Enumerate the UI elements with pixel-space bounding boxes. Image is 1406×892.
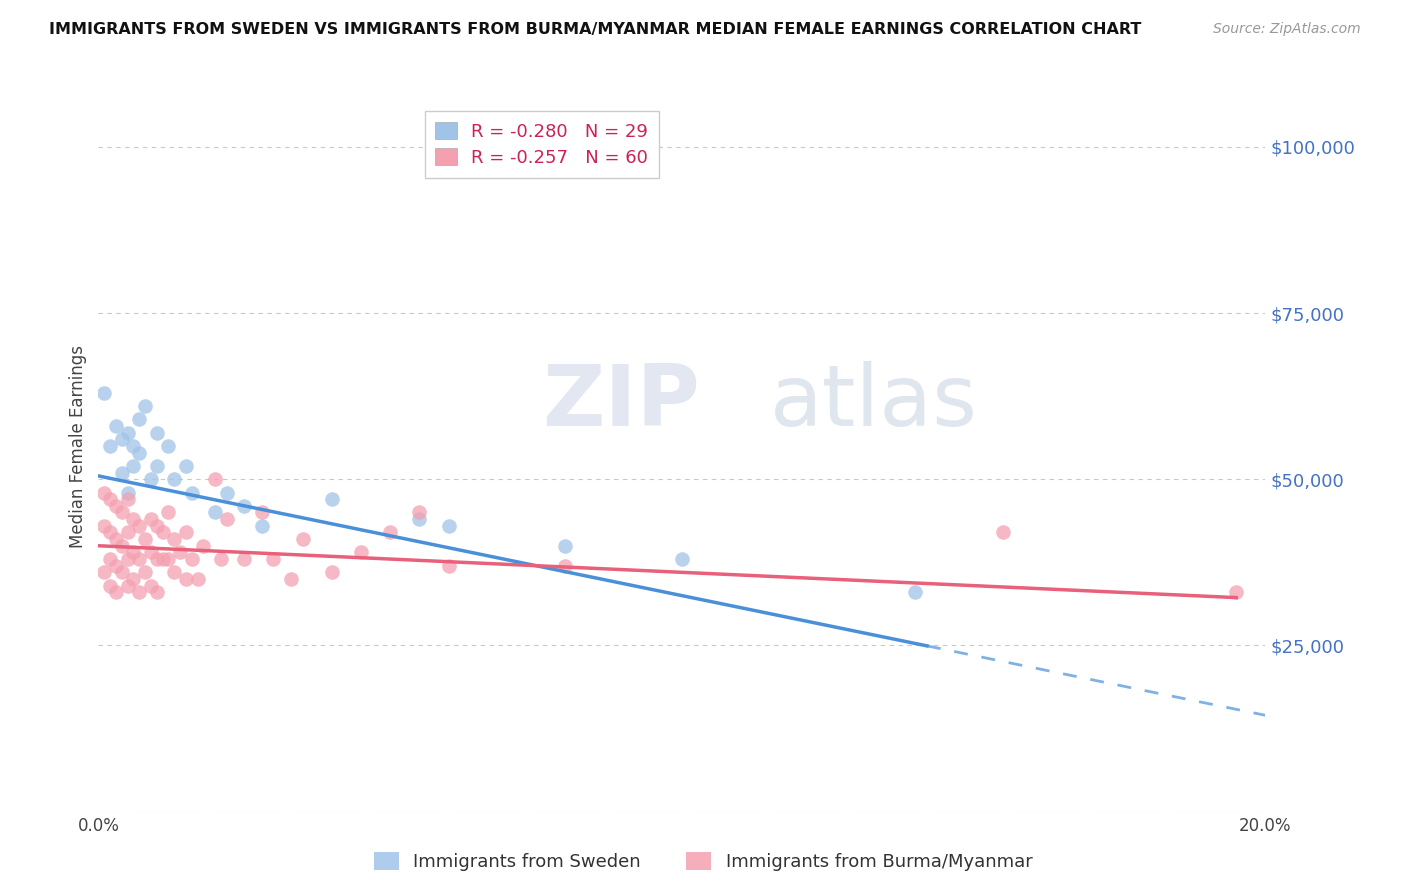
Point [134, 532, 156, 546]
Point [408, 512, 430, 526]
Point [157, 506, 180, 520]
Point [321, 566, 343, 580]
Point [233, 499, 256, 513]
Point [128, 445, 150, 459]
Point [233, 552, 256, 566]
Point [93, 566, 115, 580]
Point [98, 525, 121, 540]
Point [93, 485, 115, 500]
Point [117, 485, 139, 500]
Point [139, 472, 162, 486]
Point [280, 572, 302, 586]
Point [291, 532, 314, 546]
Point [117, 579, 139, 593]
Point [122, 439, 145, 453]
Point [98, 492, 121, 507]
Point [157, 439, 180, 453]
Point [163, 472, 186, 486]
Point [554, 558, 576, 573]
Point [104, 419, 127, 434]
Point [111, 539, 134, 553]
Point [128, 412, 150, 426]
Point [163, 532, 186, 546]
Point [262, 552, 284, 566]
Point [380, 525, 402, 540]
Point [117, 525, 139, 540]
Point [408, 506, 430, 520]
Point [128, 518, 150, 533]
Point [174, 525, 197, 540]
Point [209, 552, 232, 566]
Point [204, 472, 226, 486]
Point [250, 518, 273, 533]
Point [152, 552, 174, 566]
Point [321, 492, 343, 507]
Point [152, 525, 174, 540]
Point [122, 545, 145, 559]
Point [104, 558, 127, 573]
Point [122, 458, 145, 473]
Point [163, 566, 186, 580]
Point [122, 512, 145, 526]
Point [104, 585, 127, 599]
Point [146, 425, 169, 440]
Legend: Immigrants from Sweden, Immigrants from Burma/Myanmar: Immigrants from Sweden, Immigrants from … [367, 846, 1039, 879]
Point [128, 585, 150, 599]
Text: ZIP: ZIP [541, 360, 700, 443]
Point [174, 572, 197, 586]
Y-axis label: Median Female Earnings: Median Female Earnings [69, 344, 87, 548]
Point [117, 425, 139, 440]
Point [180, 552, 202, 566]
Point [117, 552, 139, 566]
Point [134, 566, 156, 580]
Point [169, 545, 191, 559]
Point [1225, 585, 1247, 599]
Point [215, 512, 238, 526]
Point [904, 585, 927, 599]
Text: Source: ZipAtlas.com: Source: ZipAtlas.com [1213, 22, 1361, 37]
Point [117, 492, 139, 507]
Point [180, 485, 202, 500]
Point [98, 579, 121, 593]
Point [146, 552, 169, 566]
Point [93, 518, 115, 533]
Point [174, 458, 197, 473]
Point [98, 439, 121, 453]
Point [139, 545, 162, 559]
Point [350, 545, 373, 559]
Point [157, 552, 180, 566]
Point [146, 518, 169, 533]
Legend: R = -0.280   N = 29, R = -0.257   N = 60: R = -0.280 N = 29, R = -0.257 N = 60 [425, 112, 659, 178]
Point [104, 499, 127, 513]
Point [991, 525, 1014, 540]
Point [250, 506, 273, 520]
Point [93, 385, 115, 400]
Point [139, 512, 162, 526]
Point [204, 506, 226, 520]
Text: IMMIGRANTS FROM SWEDEN VS IMMIGRANTS FROM BURMA/MYANMAR MEDIAN FEMALE EARNINGS C: IMMIGRANTS FROM SWEDEN VS IMMIGRANTS FRO… [49, 22, 1142, 37]
Point [437, 558, 460, 573]
Point [111, 566, 134, 580]
Point [134, 399, 156, 413]
Point [554, 539, 576, 553]
Point [139, 579, 162, 593]
Point [193, 539, 215, 553]
Point [111, 506, 134, 520]
Point [104, 532, 127, 546]
Point [98, 552, 121, 566]
Point [122, 572, 145, 586]
Point [146, 585, 169, 599]
Point [111, 433, 134, 447]
Text: atlas: atlas [769, 360, 977, 443]
Point [215, 485, 238, 500]
Point [187, 572, 209, 586]
Point [128, 552, 150, 566]
Point [437, 518, 460, 533]
Point [111, 466, 134, 480]
Point [146, 458, 169, 473]
Point [671, 552, 693, 566]
